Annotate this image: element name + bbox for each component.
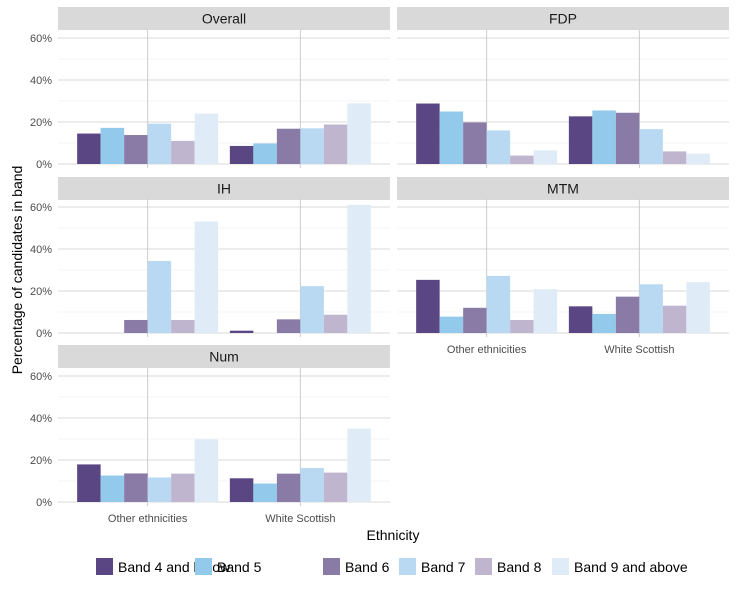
bar [77, 464, 101, 502]
bar [592, 313, 616, 333]
bar [347, 103, 371, 164]
y-tick-label: 0% [36, 159, 52, 171]
legend-swatch [552, 558, 569, 575]
legend-swatch [475, 558, 492, 575]
bar [686, 153, 710, 164]
bar [486, 130, 511, 164]
bar [662, 151, 687, 164]
bar [253, 143, 277, 164]
bar [300, 467, 324, 502]
bar [276, 473, 301, 502]
facet-title: Overall [202, 11, 246, 27]
bar [639, 129, 663, 164]
bar [486, 275, 511, 333]
bar [416, 103, 440, 164]
y-tick-label: 20% [30, 117, 52, 129]
bar [147, 477, 172, 502]
y-tick-label: 0% [36, 328, 52, 340]
facet-title: FDP [549, 11, 577, 27]
x-tick-label: White Scottish [604, 344, 674, 356]
legend-swatch [96, 558, 113, 575]
y-tick-label: 40% [30, 413, 52, 425]
bar [347, 204, 371, 333]
bar [533, 289, 558, 333]
facet-strip [397, 177, 729, 200]
bar [171, 319, 195, 333]
bar [171, 140, 195, 164]
bar [439, 316, 464, 333]
y-tick-label: 60% [30, 33, 52, 45]
bar [347, 428, 371, 502]
bar [439, 111, 464, 164]
bar [229, 330, 254, 333]
y-tick-label: 60% [30, 202, 52, 214]
legend-swatch [323, 558, 340, 575]
bar [615, 112, 640, 164]
bar [124, 135, 148, 164]
legend-label: Band 9 and above [574, 559, 688, 575]
bar [124, 473, 148, 502]
y-tick-label: 0% [36, 497, 52, 509]
facet-strip [58, 345, 390, 368]
legend-label: Band 7 [421, 559, 466, 575]
bar [662, 305, 687, 333]
bar [686, 282, 710, 333]
bar [300, 128, 324, 164]
bar [568, 306, 593, 333]
bar [77, 133, 101, 164]
y-tick-label: 20% [30, 455, 52, 467]
bar [463, 122, 487, 164]
y-axis-title: Percentage of candidates in band [9, 166, 25, 375]
facet-strip [58, 7, 390, 30]
x-tick-label: Other ethnicities [108, 513, 188, 525]
x-tick-label: Other ethnicities [447, 344, 527, 356]
legend-label: Band 8 [497, 559, 542, 575]
bar [100, 127, 125, 164]
bar [100, 475, 125, 502]
legend-label: Band 4 and below [118, 559, 231, 575]
legend-swatch [195, 558, 212, 575]
bar [194, 221, 219, 333]
facet-title: MTM [547, 181, 579, 197]
facet-strip [58, 177, 390, 200]
bar [533, 150, 558, 164]
x-axis-title: Ethnicity [367, 527, 420, 543]
y-tick-label: 40% [30, 244, 52, 256]
bar [194, 113, 219, 164]
bar [194, 439, 219, 502]
legend-label: Band 5 [217, 559, 262, 575]
bar [416, 279, 440, 333]
bar [639, 284, 663, 333]
facet-strip [397, 7, 729, 30]
bar [615, 296, 640, 333]
x-tick-label: White Scottish [265, 513, 335, 525]
bar [171, 473, 195, 502]
bar [592, 110, 616, 164]
legend-swatch [399, 558, 416, 575]
bar [276, 128, 301, 164]
bar [229, 145, 254, 164]
bar [510, 319, 534, 333]
bar [510, 155, 534, 164]
bar [147, 260, 172, 333]
bar [253, 483, 277, 502]
bar [276, 319, 301, 333]
facet-title: Num [209, 349, 239, 365]
bar [568, 116, 593, 164]
bar [229, 478, 254, 502]
bar [147, 123, 172, 164]
legend-label: Band 6 [345, 559, 390, 575]
facet-title: IH [217, 181, 231, 197]
bar [323, 124, 348, 164]
y-tick-label: 40% [30, 75, 52, 87]
bar [124, 319, 148, 333]
y-tick-label: 20% [30, 286, 52, 298]
bar [323, 314, 348, 333]
bar [300, 286, 324, 333]
y-tick-label: 60% [30, 371, 52, 383]
bar [463, 307, 487, 333]
bar [323, 472, 348, 502]
